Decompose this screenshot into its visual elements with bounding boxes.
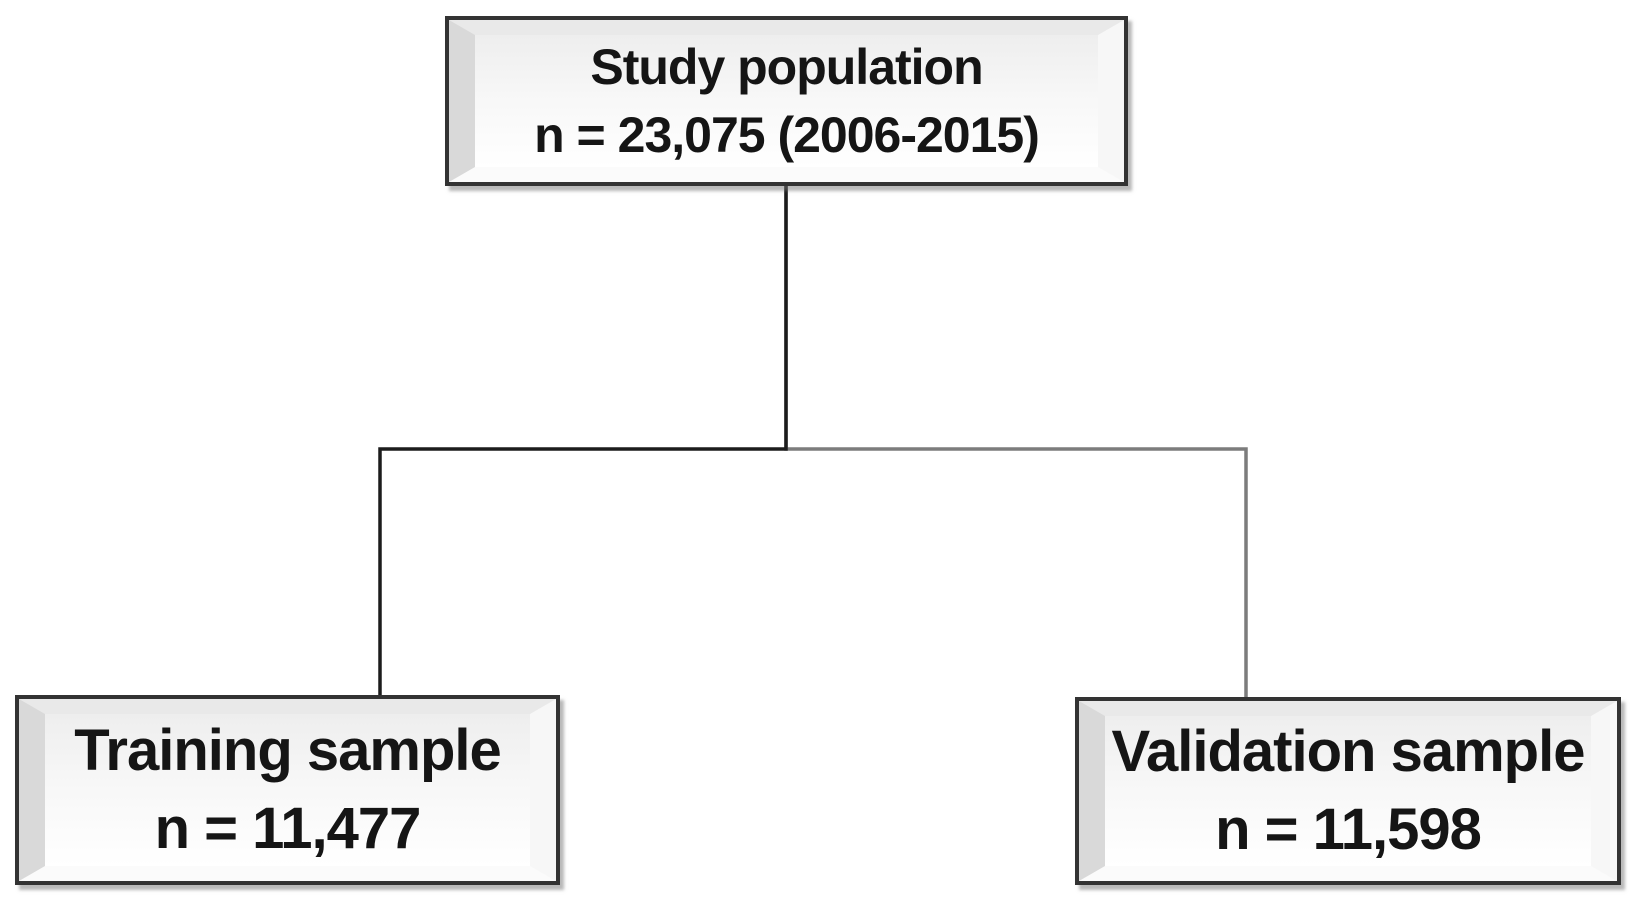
connector-study-to-validation: [784, 186, 1248, 701]
node-count: n = 11,477: [154, 796, 422, 861]
node-study-population: Study population n = 23,075 (2006-2015): [445, 16, 1128, 186]
node-bevel-frame: [449, 20, 1124, 182]
node-title: Validation sample: [1111, 719, 1586, 784]
node-validation-sample-text: Validation sample n = 11,598: [1079, 701, 1617, 881]
node-bevel-frame: [1079, 701, 1617, 881]
node-study-population-text: Study population n = 23,075 (2006-2015): [449, 20, 1124, 182]
node-training-sample-text: Training sample n = 11,477: [19, 699, 556, 881]
node-count: n = 23,075 (2006-2015): [534, 107, 1040, 163]
node-count: n = 11,598: [1215, 797, 1482, 862]
node-bevel-frame: [19, 699, 556, 881]
node-validation-sample: Validation sample n = 11,598: [1075, 697, 1621, 885]
connector-study-to-training: [378, 186, 788, 699]
node-training-sample: Training sample n = 11,477: [15, 695, 560, 885]
node-title: Training sample: [74, 718, 502, 783]
node-title: Study population: [590, 39, 983, 95]
